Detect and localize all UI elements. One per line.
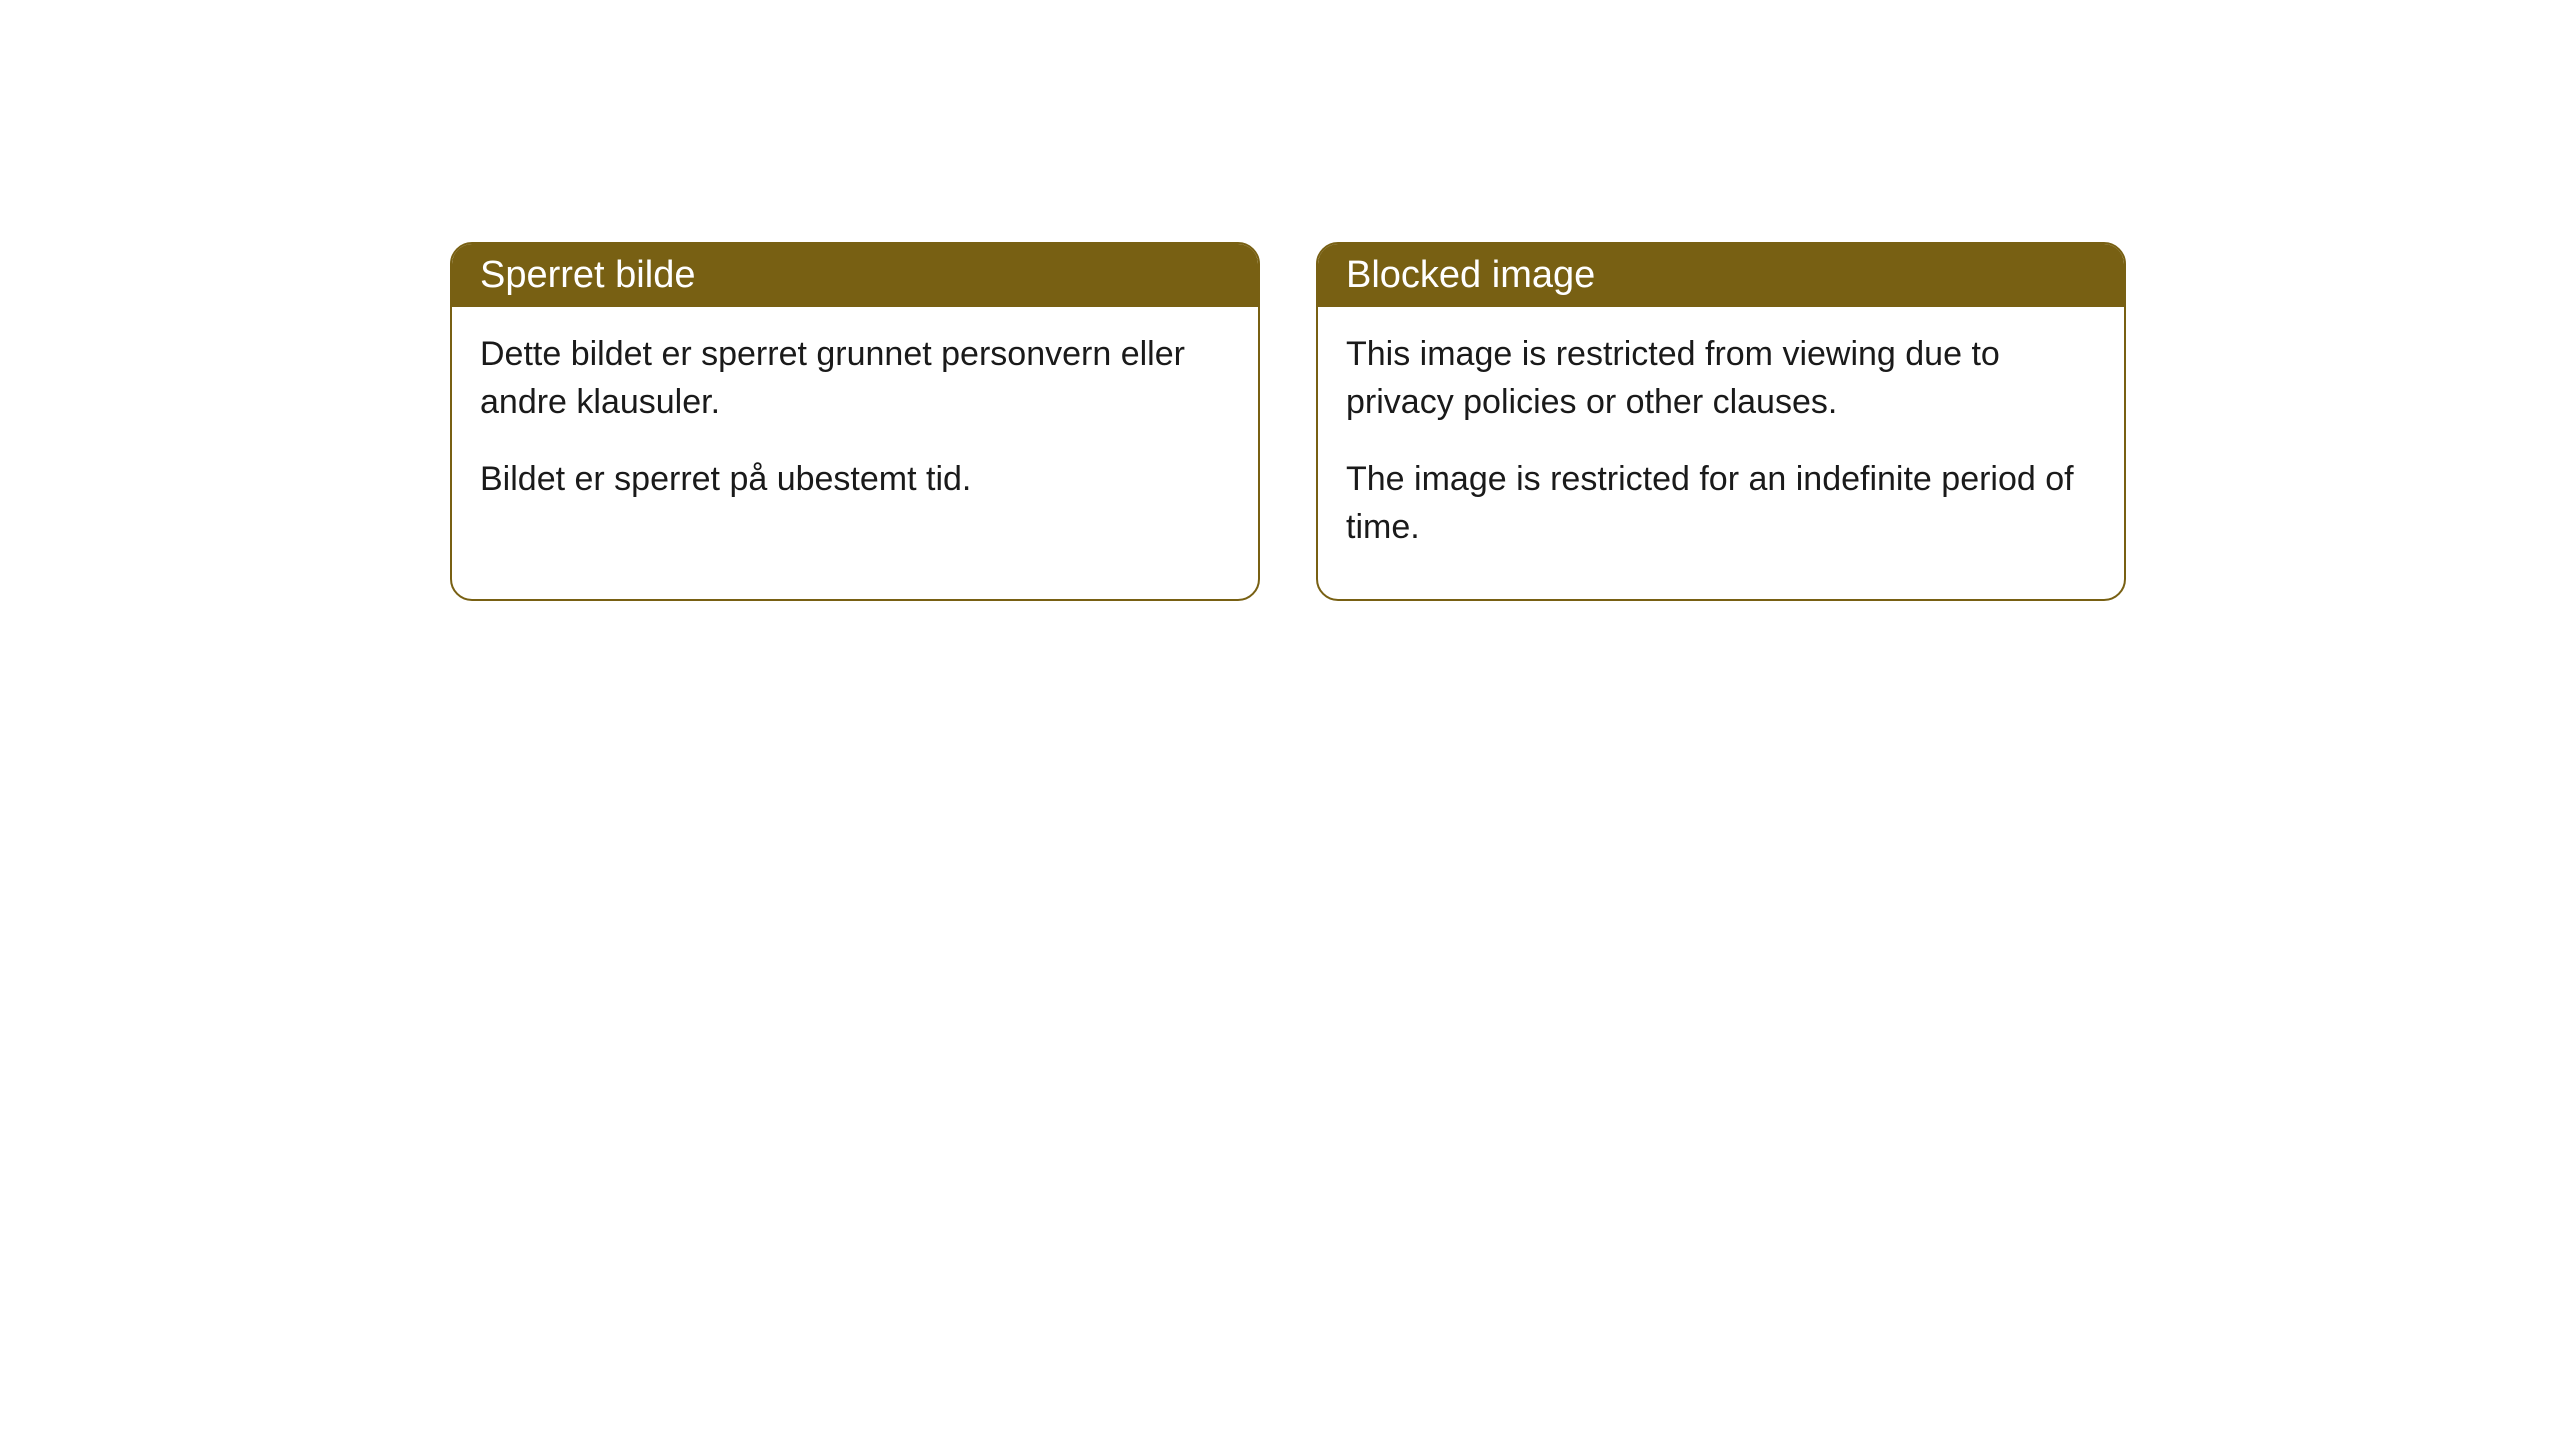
card-paragraph-1: Dette bildet er sperret grunnet personve… xyxy=(480,331,1230,426)
card-title: Blocked image xyxy=(1346,254,1595,296)
card-paragraph-1: This image is restricted from viewing du… xyxy=(1346,331,2096,426)
card-header: Sperret bilde xyxy=(452,244,1258,307)
card-header: Blocked image xyxy=(1318,244,2124,307)
blocked-image-card-norwegian: Sperret bilde Dette bildet er sperret gr… xyxy=(450,242,1260,601)
card-body: This image is restricted from viewing du… xyxy=(1318,307,2124,599)
cards-container: Sperret bilde Dette bildet er sperret gr… xyxy=(450,242,2126,601)
card-title: Sperret bilde xyxy=(480,254,695,296)
card-paragraph-2: The image is restricted for an indefinit… xyxy=(1346,456,2096,551)
card-paragraph-2: Bildet er sperret på ubestemt tid. xyxy=(480,456,1230,504)
card-body: Dette bildet er sperret grunnet personve… xyxy=(452,307,1258,552)
blocked-image-card-english: Blocked image This image is restricted f… xyxy=(1316,242,2126,601)
